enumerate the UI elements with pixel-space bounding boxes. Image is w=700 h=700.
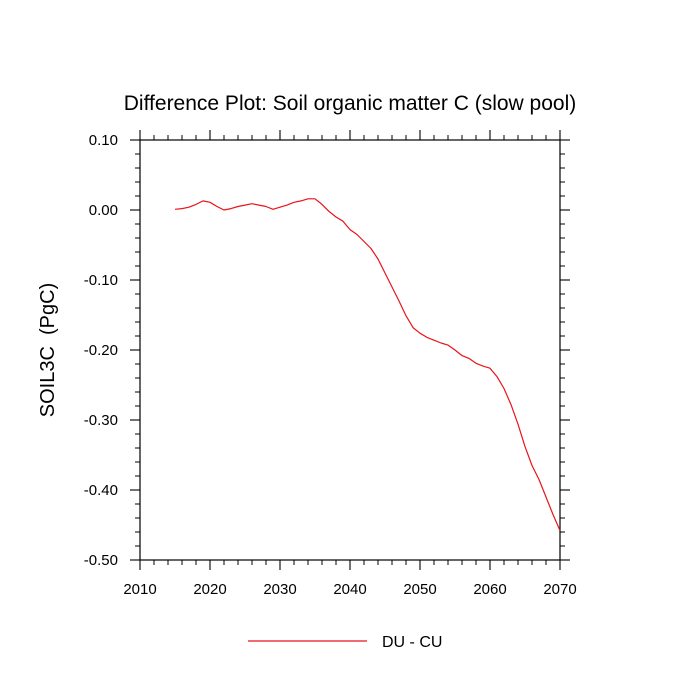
x-tick-label: 2040 (333, 581, 366, 598)
y-tick-label: -0.20 (84, 342, 118, 359)
x-tick-label: 2030 (263, 581, 296, 598)
chart-title: Difference Plot: Soil organic matter C (… (124, 92, 576, 115)
x-tick-label: 2020 (193, 581, 226, 598)
legend: DU - CU (248, 634, 442, 651)
legend-label: DU - CU (382, 634, 442, 651)
x-tick-label: 2070 (543, 581, 576, 598)
x-tick-label: 2010 (123, 581, 156, 598)
y-tick-label: -0.10 (84, 272, 118, 289)
series-line-du-cu (174, 198, 561, 531)
plot-frame (139, 139, 561, 561)
y-tick-label: 0.10 (89, 132, 118, 149)
y-tick-label: 0.00 (89, 202, 118, 219)
y-tick-label: -0.40 (84, 482, 118, 499)
y-tick-label: -0.50 (84, 552, 118, 569)
y-tick-label: -0.30 (84, 412, 118, 429)
plot-area: 2010 2020 2030 2040 2050 2060 2070 0.10 0.00 -0.1… (84, 130, 577, 598)
y-axis-label: SOIL3C (PgC) (37, 283, 59, 417)
x-tick-label: 2060 (473, 581, 506, 598)
x-tick-label: 2050 (403, 581, 436, 598)
